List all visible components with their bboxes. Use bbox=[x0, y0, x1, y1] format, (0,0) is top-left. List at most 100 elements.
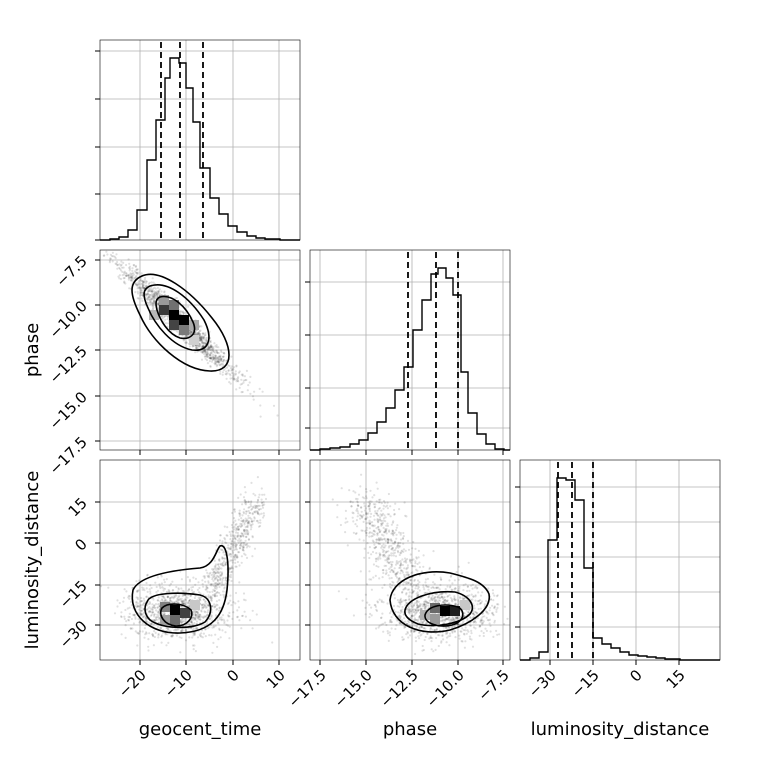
scatter-point bbox=[158, 621, 161, 624]
scatter-point bbox=[195, 610, 198, 613]
scatter-point bbox=[220, 359, 223, 362]
scatter-point bbox=[245, 556, 249, 560]
scatter-point bbox=[495, 608, 498, 611]
scatter-point bbox=[206, 348, 209, 351]
scatter-point bbox=[488, 618, 492, 621]
scatter-point bbox=[218, 609, 221, 612]
scatter-point bbox=[129, 273, 132, 276]
scatter-point bbox=[202, 345, 205, 348]
scatter-point bbox=[355, 519, 358, 522]
scatter-point bbox=[410, 614, 413, 618]
scatter-point bbox=[204, 357, 207, 360]
scatter-point bbox=[206, 350, 209, 353]
scatter-point bbox=[478, 602, 481, 606]
scatter-point bbox=[394, 502, 397, 505]
scatter-point bbox=[217, 360, 220, 363]
scatter-point bbox=[207, 346, 211, 349]
scatter-point bbox=[407, 573, 410, 576]
scatter-point bbox=[387, 574, 390, 577]
scatter-point bbox=[422, 584, 425, 587]
scatter-point bbox=[208, 353, 211, 356]
histogram-phase bbox=[310, 267, 510, 451]
scatter-point bbox=[208, 347, 211, 350]
scatter-point bbox=[468, 589, 471, 592]
scatter-point bbox=[233, 510, 236, 513]
scatter-point bbox=[437, 599, 440, 602]
scatter-point bbox=[195, 346, 198, 350]
scatter-point bbox=[409, 559, 412, 562]
scatter-point bbox=[175, 585, 178, 589]
scatter-point bbox=[204, 332, 207, 335]
scatter-point bbox=[485, 599, 488, 603]
scatter-point bbox=[401, 558, 404, 561]
scatter-point bbox=[377, 525, 380, 528]
scatter-point bbox=[220, 362, 223, 365]
scatter-point bbox=[220, 619, 223, 622]
scatter-point bbox=[439, 576, 442, 579]
scatter-point bbox=[116, 599, 119, 602]
tick-label: −10 bbox=[161, 666, 196, 701]
scatter-point bbox=[409, 553, 412, 556]
scatter-point bbox=[181, 600, 184, 603]
scatter-point bbox=[382, 550, 385, 554]
scatter-point bbox=[223, 586, 226, 589]
scatter-point bbox=[394, 547, 398, 550]
scatter-point bbox=[149, 590, 152, 593]
scatter-point bbox=[158, 583, 161, 586]
scatter-point bbox=[148, 281, 151, 284]
tick-label: 0 bbox=[223, 666, 242, 685]
scatter-point bbox=[156, 291, 159, 294]
scatter-point bbox=[194, 617, 197, 620]
scatter-point bbox=[462, 584, 465, 587]
scatter-point bbox=[154, 606, 157, 610]
scatter-point bbox=[459, 597, 462, 600]
scatter-point bbox=[443, 598, 446, 602]
scatter-point bbox=[149, 614, 153, 617]
scatter-point bbox=[258, 508, 261, 511]
scatter-point bbox=[208, 626, 211, 629]
scatter-point bbox=[400, 563, 403, 567]
scatter-point bbox=[156, 625, 160, 629]
scatter-point bbox=[160, 635, 163, 638]
scatter-point bbox=[146, 293, 149, 296]
scatter-point bbox=[414, 547, 417, 551]
scatter-point bbox=[402, 638, 405, 641]
scatter-point bbox=[147, 289, 151, 292]
scatter-point bbox=[136, 644, 139, 647]
scatter-point bbox=[466, 589, 469, 593]
scatter-point bbox=[200, 604, 203, 607]
scatter-point bbox=[201, 332, 205, 335]
scatter-point bbox=[215, 351, 219, 354]
scatter-point bbox=[218, 627, 221, 630]
scatter-point bbox=[238, 619, 241, 622]
scatter-point bbox=[163, 315, 166, 318]
scatter-point bbox=[239, 493, 242, 496]
y-ticks bbox=[305, 501, 310, 626]
scatter-point bbox=[149, 300, 152, 303]
scatter-point bbox=[191, 636, 194, 639]
scatter-point bbox=[161, 317, 164, 320]
scatter-point bbox=[243, 508, 246, 511]
scatter-point bbox=[157, 596, 160, 599]
scatter-point bbox=[188, 333, 192, 336]
scatter-point bbox=[388, 612, 392, 615]
scatter-point bbox=[199, 336, 202, 339]
scatter-point bbox=[380, 519, 383, 523]
scatter-point bbox=[168, 599, 172, 602]
scatter-point bbox=[194, 351, 197, 354]
scatter-point bbox=[120, 615, 123, 619]
scatter-point bbox=[396, 524, 399, 527]
scatter-point bbox=[144, 282, 147, 285]
scatter-point bbox=[127, 274, 130, 277]
scatter-point bbox=[375, 527, 378, 530]
scatter-point bbox=[424, 635, 427, 639]
scatter-point bbox=[247, 514, 250, 517]
scatter-point bbox=[383, 537, 386, 540]
scatter-point bbox=[133, 276, 136, 279]
scatter-point bbox=[237, 371, 240, 374]
scatter-point bbox=[177, 595, 180, 599]
scatter-point bbox=[368, 535, 371, 538]
scatter-point bbox=[196, 332, 199, 335]
scatter-point bbox=[362, 520, 365, 524]
scatter-point bbox=[375, 481, 378, 484]
